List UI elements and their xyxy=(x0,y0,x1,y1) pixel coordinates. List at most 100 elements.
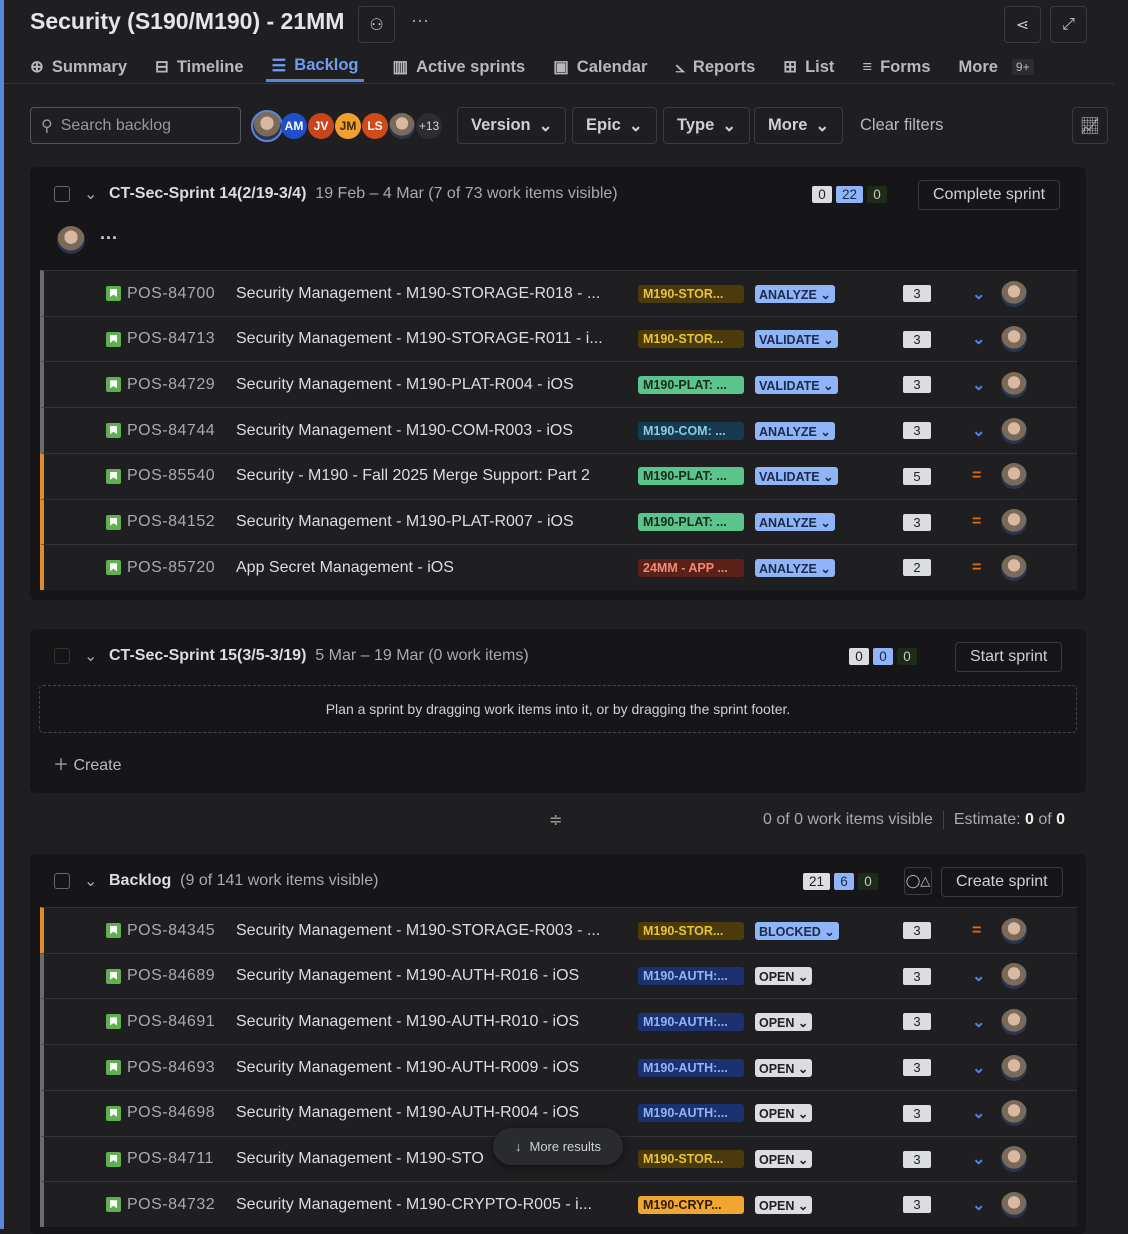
epic-lozenge[interactable]: M190-CRYP... xyxy=(638,1195,744,1214)
assignee-avatar[interactable] xyxy=(1001,417,1027,444)
avatar-filter-jv[interactable]: JV xyxy=(308,113,334,139)
tab-active-sprints[interactable]: ▥ Active sprints xyxy=(392,52,525,82)
issue-row[interactable]: POS-85720 App Secret Management - iOS 24… xyxy=(40,544,1077,591)
status-dropdown[interactable]: OPEN ⌄ xyxy=(755,1058,813,1077)
tab-backlog[interactable]: ☰ Backlog xyxy=(265,52,365,82)
shapes-button[interactable]: ◯△ xyxy=(904,867,932,895)
avatar-filter-me[interactable] xyxy=(251,110,283,142)
status-dropdown[interactable]: OPEN ⌄ xyxy=(755,1195,813,1214)
issue-row[interactable]: POS-85540 Security - M190 - Fall 2025 Me… xyxy=(40,452,1077,499)
start-sprint-button[interactable]: Start sprint xyxy=(955,642,1063,672)
assignee-avatar[interactable] xyxy=(1001,326,1027,353)
story-points[interactable]: 2 xyxy=(903,559,931,577)
assignee-avatar[interactable] xyxy=(1001,1146,1027,1172)
team-button[interactable]: ⚇ xyxy=(358,6,395,43)
issue-row[interactable]: POS-84152 Security Management - M190-PLA… xyxy=(40,498,1077,545)
assignee-avatar[interactable] xyxy=(1001,1008,1027,1035)
sprint-checkbox[interactable] xyxy=(54,186,70,202)
issue-row[interactable]: POS-84693 Security Management - M190-AUT… xyxy=(40,1044,1077,1091)
assignee-avatar[interactable] xyxy=(1001,280,1027,307)
status-dropdown[interactable]: OPEN ⌄ xyxy=(755,967,813,986)
version-filter[interactable]: Version ⌄ xyxy=(457,107,567,144)
story-points[interactable]: 3 xyxy=(903,422,931,440)
story-points[interactable]: 3 xyxy=(903,1013,931,1031)
collapse-chevron-icon[interactable]: ⌄ xyxy=(84,186,98,203)
avatar-filter-jm[interactable]: JM xyxy=(335,113,361,139)
story-points[interactable]: 3 xyxy=(903,967,931,985)
tab-more[interactable]: More 9+ xyxy=(959,52,1034,82)
story-points[interactable]: 3 xyxy=(903,376,931,394)
status-dropdown[interactable]: BLOCKED ⌄ xyxy=(755,921,839,940)
epic-lozenge[interactable]: M190-AUTH:... xyxy=(638,1012,744,1031)
story-points[interactable]: 3 xyxy=(903,922,931,939)
issue-row[interactable]: POS-84713 Security Management - M190-STO… xyxy=(40,315,1077,362)
insights-button[interactable]: 📈︎ xyxy=(1072,107,1108,144)
issue-key[interactable]: POS-84689 xyxy=(127,967,216,985)
assignee-avatar[interactable] xyxy=(1001,917,1027,944)
issue-row[interactable]: POS-84729 Security Management - M190-PLA… xyxy=(40,361,1077,408)
issue-key[interactable]: POS-85540 xyxy=(127,467,216,485)
tab-reports[interactable]: ⦣ Reports xyxy=(675,52,755,82)
assignee-avatar[interactable] xyxy=(1001,1100,1027,1127)
status-dropdown[interactable]: OPEN ⌄ xyxy=(755,1012,813,1031)
status-dropdown[interactable]: VALIDATE ⌄ xyxy=(755,330,838,349)
issue-key[interactable]: POS-84713 xyxy=(127,330,216,348)
story-points[interactable]: 3 xyxy=(903,1196,931,1214)
more-filter[interactable]: More ⌄ xyxy=(754,107,844,144)
issue-key[interactable]: POS-84693 xyxy=(127,1058,216,1076)
status-dropdown[interactable]: ANALYZE ⌄ xyxy=(755,513,835,531)
type-filter[interactable]: Type ⌄ xyxy=(663,107,751,144)
story-points[interactable]: 3 xyxy=(903,513,931,531)
more-actions-button[interactable]: ··· xyxy=(411,10,429,30)
story-points[interactable]: 3 xyxy=(903,1059,931,1077)
epic-lozenge[interactable]: 24MM - APP ... xyxy=(638,558,744,577)
collapse-chevron-icon[interactable]: ⌄ xyxy=(84,873,98,890)
issue-key[interactable]: POS-84152 xyxy=(127,513,216,530)
sprint-more-button[interactable]: ··· xyxy=(100,228,118,248)
status-dropdown[interactable]: VALIDATE ⌄ xyxy=(755,375,838,394)
avatar-filter-user[interactable] xyxy=(389,113,415,139)
sprint-checkbox[interactable] xyxy=(54,648,70,664)
assignee-avatar[interactable] xyxy=(1001,371,1027,398)
epic-lozenge[interactable]: M190-AUTH:... xyxy=(638,967,744,986)
status-dropdown[interactable]: OPEN ⌄ xyxy=(755,1150,813,1168)
sprint-avatar[interactable] xyxy=(57,226,85,254)
issue-key[interactable]: POS-84744 xyxy=(127,421,216,439)
issue-key[interactable]: POS-84700 xyxy=(127,284,216,302)
story-points[interactable]: 3 xyxy=(903,1150,931,1168)
issue-row[interactable]: POS-84698 Security Management - M190-AUT… xyxy=(40,1089,1077,1136)
assignee-avatar[interactable] xyxy=(1001,463,1027,490)
tab-list[interactable]: ⊞ List xyxy=(783,52,834,82)
share-button[interactable]: ⋖ xyxy=(1004,6,1041,43)
epic-lozenge[interactable]: M190-STOR... xyxy=(638,330,744,349)
issue-key[interactable]: POS-84732 xyxy=(127,1195,216,1213)
avatar-filter-more[interactable]: +13 xyxy=(416,113,442,139)
search-input[interactable]: ⚲ Search backlog xyxy=(30,107,241,144)
epic-filter[interactable]: Epic ⌄ xyxy=(572,107,657,144)
avatar-filter-ls[interactable]: LS xyxy=(362,113,388,139)
status-dropdown[interactable]: VALIDATE ⌄ xyxy=(755,467,838,486)
assignee-avatar[interactable] xyxy=(1001,509,1027,535)
tab-timeline[interactable]: ⊟ Timeline xyxy=(155,52,243,82)
issue-row[interactable]: POS-84345 Security Management - M190-STO… xyxy=(40,907,1077,953)
issue-key[interactable]: POS-84711 xyxy=(127,1150,214,1167)
assignee-avatar[interactable] xyxy=(1001,1054,1027,1081)
status-dropdown[interactable]: ANALYZE ⌄ xyxy=(755,558,835,577)
issue-row[interactable]: POS-84689 Security Management - M190-AUT… xyxy=(40,952,1077,999)
epic-lozenge[interactable]: M190-COM: ... xyxy=(638,421,744,440)
resize-handle-icon[interactable]: ≑ xyxy=(549,812,563,829)
issue-key[interactable]: POS-84691 xyxy=(127,1012,216,1030)
create-sprint-button[interactable]: Create sprint xyxy=(941,867,1063,897)
story-points[interactable]: 3 xyxy=(903,1104,931,1122)
epic-lozenge[interactable]: M190-STOR... xyxy=(638,1150,744,1168)
tab-calendar[interactable]: ▣ Calendar xyxy=(553,52,647,82)
epic-lozenge[interactable]: M190-PLAT: ... xyxy=(638,375,744,394)
story-points[interactable]: 5 xyxy=(903,467,931,485)
status-dropdown[interactable]: OPEN ⌄ xyxy=(755,1104,813,1123)
clear-filters-button[interactable]: Clear filters xyxy=(860,116,944,134)
issue-row[interactable]: POS-84732 Security Management - M190-CRY… xyxy=(40,1181,1077,1228)
epic-lozenge[interactable]: M190-PLAT: ... xyxy=(638,513,744,531)
story-points[interactable]: 3 xyxy=(903,285,931,302)
issue-key[interactable]: POS-84345 xyxy=(127,921,216,939)
issue-row[interactable]: POS-84691 Security Management - M190-AUT… xyxy=(40,998,1077,1045)
